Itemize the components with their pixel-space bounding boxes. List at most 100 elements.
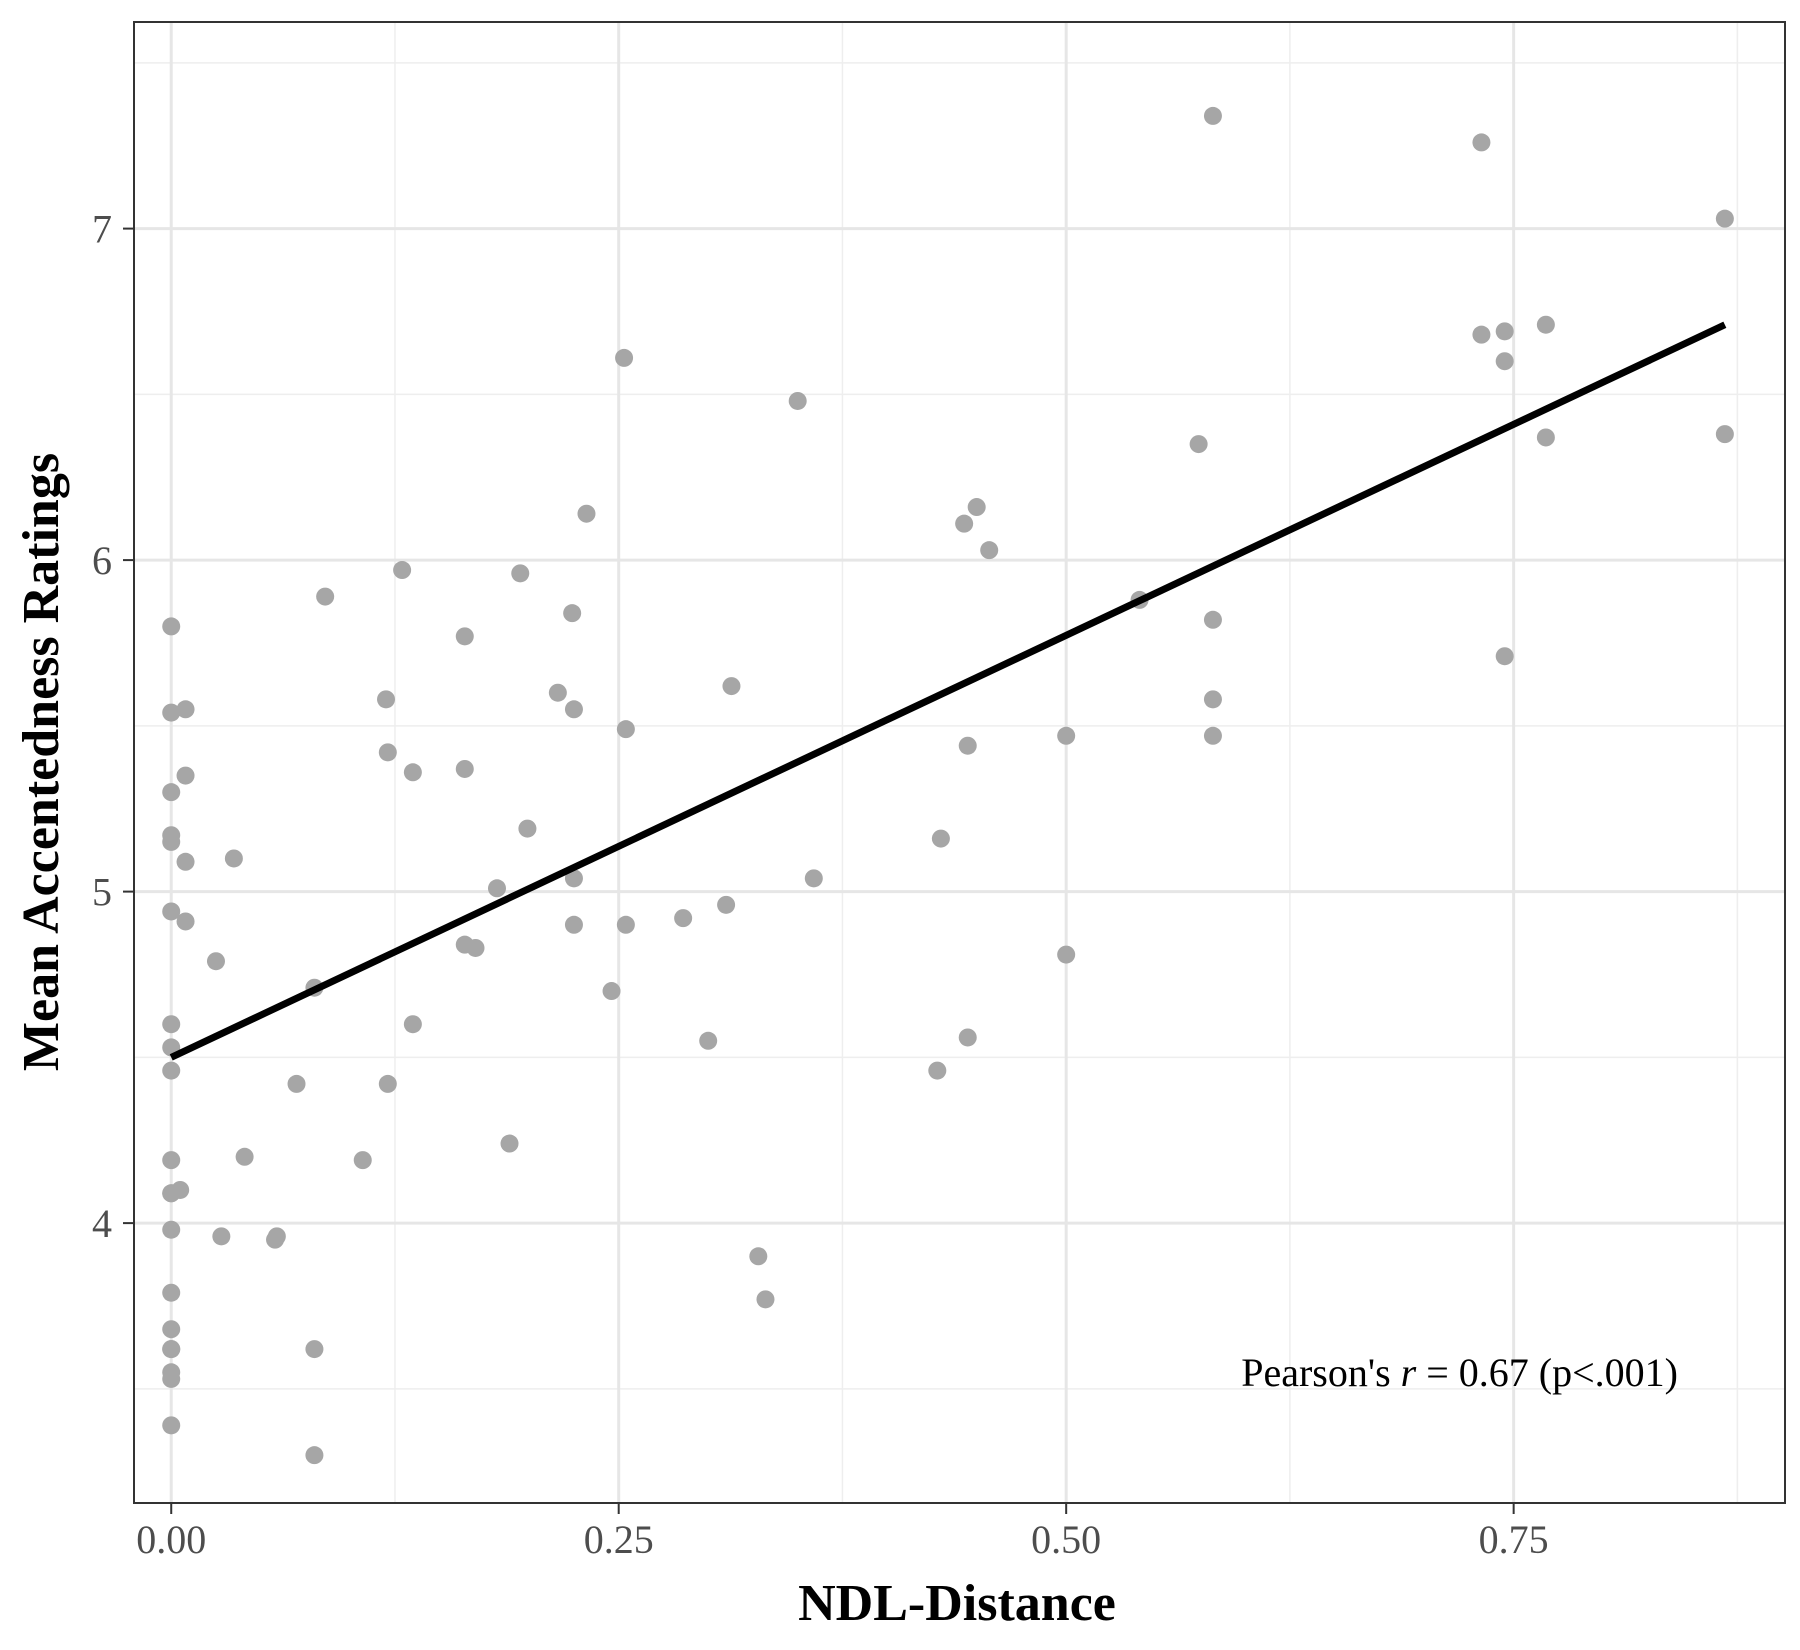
- data-point: [1715, 425, 1734, 444]
- data-point: [267, 1227, 286, 1246]
- data-point: [206, 952, 225, 971]
- x-tick-label: 0.50: [1031, 1517, 1101, 1562]
- data-point: [455, 627, 474, 646]
- data-point: [967, 498, 986, 517]
- data-point: [616, 720, 635, 739]
- data-point: [162, 703, 181, 722]
- y-tick-label: 7: [92, 207, 112, 252]
- data-point: [717, 895, 736, 914]
- data-point: [674, 909, 693, 928]
- data-point: [162, 1283, 181, 1302]
- data-point: [928, 1061, 947, 1080]
- minor-gridlines: [134, 22, 1785, 1503]
- data-point: [162, 1369, 181, 1388]
- data-point: [162, 1220, 181, 1239]
- data-point: [518, 819, 537, 838]
- x-axis-title: NDL-Distance: [798, 1575, 1116, 1632]
- data-point: [162, 1416, 181, 1435]
- data-point: [224, 849, 243, 868]
- data-point: [563, 604, 582, 623]
- data-point: [616, 915, 635, 934]
- data-point: [722, 677, 741, 696]
- data-point: [393, 561, 412, 580]
- major-gridlines: [134, 22, 1785, 1503]
- data-point: [403, 763, 422, 782]
- data-point: [931, 829, 950, 848]
- regression-line: [169, 321, 1727, 1061]
- data-point: [162, 832, 181, 851]
- data-point: [466, 938, 485, 957]
- data-point: [176, 766, 195, 785]
- data-point: [162, 1340, 181, 1359]
- data-point: [378, 743, 397, 762]
- data-point: [162, 902, 181, 921]
- data-point: [548, 683, 567, 702]
- data-point: [176, 852, 195, 871]
- data-point: [756, 1290, 775, 1309]
- x-tick-label: 0.75: [1479, 1517, 1549, 1562]
- data-point: [377, 690, 396, 709]
- data-point: [176, 700, 195, 719]
- data-point: [487, 879, 506, 898]
- data-point: [305, 1446, 324, 1465]
- data-point: [162, 1061, 181, 1080]
- data-point: [1057, 726, 1076, 745]
- data-point: [176, 912, 195, 931]
- data-point: [353, 1151, 372, 1170]
- data-point: [804, 869, 823, 888]
- x-tick-label: 0.25: [584, 1517, 654, 1562]
- regression-line-group: [169, 321, 1727, 1061]
- data-point: [511, 564, 530, 583]
- y-axis-title: Mean Accentedness Ratings: [13, 453, 70, 1071]
- annotation-italic-r: r: [1401, 1350, 1417, 1395]
- data-point: [1715, 209, 1734, 228]
- data-point: [602, 982, 621, 1001]
- data-point: [378, 1074, 397, 1093]
- panel-border: [133, 21, 1786, 1504]
- axis-ticks: [123, 227, 1515, 1514]
- data-point: [958, 736, 977, 755]
- x-tick-label: 0.00: [136, 1517, 206, 1562]
- data-point: [1536, 428, 1555, 447]
- data-point: [305, 1340, 324, 1359]
- annotation-prefix: Pearson's: [1241, 1350, 1400, 1395]
- data-point: [171, 1180, 190, 1199]
- data-point: [1495, 322, 1514, 341]
- data-point: [162, 783, 181, 802]
- y-tick-labels: 4 5 6 7: [92, 207, 112, 1247]
- y-tick-label: 5: [92, 870, 112, 915]
- data-point: [1189, 435, 1208, 454]
- data-point: [577, 504, 596, 523]
- data-point: [212, 1227, 231, 1246]
- data-point: [162, 617, 181, 636]
- y-tick-label: 6: [92, 538, 112, 583]
- data-point: [788, 391, 807, 410]
- data-point: [316, 587, 335, 606]
- data-point: [1203, 726, 1222, 745]
- data-points: [162, 106, 1734, 1465]
- data-point: [287, 1074, 306, 1093]
- data-point: [235, 1147, 254, 1166]
- data-point: [1203, 106, 1222, 125]
- data-point: [1495, 352, 1514, 371]
- data-point: [500, 1134, 519, 1153]
- data-point: [162, 1151, 181, 1170]
- data-point: [403, 1015, 422, 1034]
- data-point: [564, 700, 583, 719]
- data-point: [162, 1015, 181, 1034]
- y-tick-label: 4: [92, 1201, 112, 1246]
- data-point: [1495, 647, 1514, 666]
- data-point: [1536, 315, 1555, 334]
- data-point: [615, 348, 634, 367]
- correlation-annotation: Pearson's r = 0.67 (p<.001): [1241, 1350, 1678, 1395]
- data-point: [749, 1247, 768, 1266]
- data-point: [980, 541, 999, 560]
- data-point: [1057, 945, 1076, 964]
- data-point: [1203, 610, 1222, 629]
- annotation-suffix: = 0.67 (p<.001): [1416, 1350, 1678, 1395]
- data-point: [699, 1031, 718, 1050]
- data-point: [1472, 325, 1491, 344]
- data-point: [162, 1320, 181, 1339]
